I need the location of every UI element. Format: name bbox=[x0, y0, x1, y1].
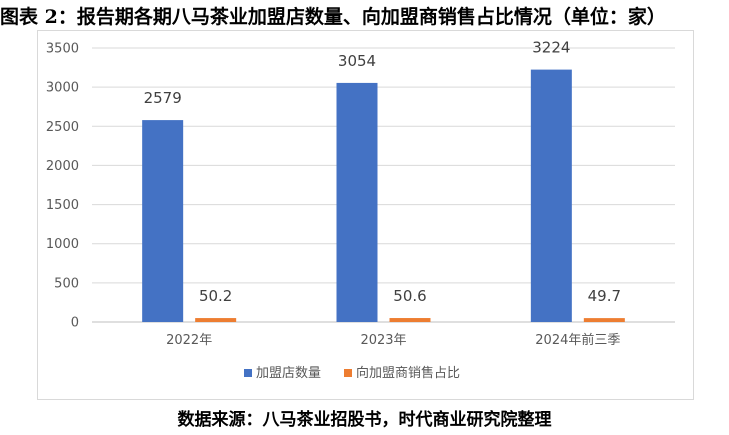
data-label: 2579 bbox=[144, 89, 182, 107]
y-tick-label: 0 bbox=[71, 316, 79, 331]
data-label: 50.2 bbox=[199, 287, 232, 305]
y-tick-label: 1000 bbox=[46, 237, 79, 252]
data-label: 49.7 bbox=[588, 287, 621, 305]
source-note: 数据来源：八马茶业招股书，时代商业研究院整理 bbox=[177, 410, 552, 430]
legend-label-sales-share: 向加盟商销售占比 bbox=[356, 365, 460, 381]
bars bbox=[142, 69, 625, 323]
y-tick-label: 2000 bbox=[46, 159, 79, 174]
x-tick-label: 2022年 bbox=[166, 333, 212, 348]
x-axis-ticks: 2022年 2023年 2024年前三季 bbox=[166, 332, 620, 348]
legend-swatch-store-count bbox=[244, 369, 252, 377]
y-tick-label: 2500 bbox=[46, 120, 79, 135]
x-tick-label: 2023年 bbox=[360, 333, 406, 348]
y-tick-label: 1500 bbox=[46, 198, 79, 213]
bar-sales-share bbox=[583, 318, 625, 322]
data-labels: 2579 50.2 3054 50.6 3224 49.7 bbox=[144, 39, 621, 306]
y-tick-label: 3000 bbox=[46, 81, 79, 96]
x-tick-label: 2024年前三季 bbox=[535, 332, 620, 348]
data-label: 50.6 bbox=[393, 287, 426, 305]
bar-store-count bbox=[142, 120, 184, 323]
chart-title: 图表 2：报告期各期八马茶业加盟店数量、向加盟商销售占比情况（单位：家） bbox=[0, 6, 666, 28]
legend-label-store-count: 加盟店数量 bbox=[256, 366, 321, 381]
data-label: 3224 bbox=[532, 39, 570, 57]
bar-sales-share bbox=[389, 318, 431, 322]
bar-store-count bbox=[336, 82, 378, 322]
y-tick-label: 500 bbox=[54, 276, 79, 291]
y-axis-ticks: 0 500 1000 1500 2000 2500 3000 3500 bbox=[46, 42, 79, 331]
y-tick-label: 3500 bbox=[46, 42, 79, 57]
legend-swatch-sales-share bbox=[344, 369, 352, 377]
grid-lines bbox=[92, 47, 675, 323]
data-label: 3054 bbox=[338, 52, 376, 70]
legend: 加盟店数量 向加盟商销售占比 bbox=[244, 365, 460, 381]
bar-sales-share bbox=[195, 318, 237, 322]
bar-store-count bbox=[530, 69, 572, 322]
